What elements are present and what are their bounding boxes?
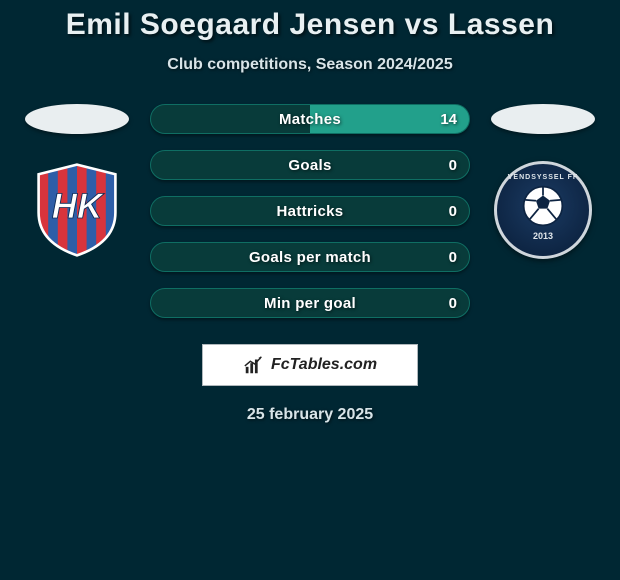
right-club-ringtext: VENDSYSSEL FF [508, 174, 578, 181]
comparison-row: HK Matches14Goals0Hattricks0Goals per ma… [0, 104, 620, 318]
stat-label: Goals [288, 157, 331, 174]
stat-value-right: 0 [449, 295, 457, 312]
stat-row: Goals 0 [150, 150, 470, 180]
left-club-monogram: HK [52, 187, 105, 226]
hobro-shield-icon: HK [31, 162, 123, 258]
stat-value-right: 0 [449, 249, 457, 266]
stat-label: Min per goal [264, 295, 356, 312]
page-subtitle: Club competitions, Season 2024/2025 [0, 56, 620, 74]
stat-value-right: 0 [449, 157, 457, 174]
soccer-ball-icon [521, 184, 565, 228]
left-club-badge: HK [27, 162, 127, 258]
right-club-year: 2013 [533, 231, 553, 241]
stat-label: Goals per match [249, 249, 371, 266]
stat-row: Min per goal 0 [150, 288, 470, 318]
stat-row: Goals per match 0 [150, 242, 470, 272]
right-player-oval [491, 104, 595, 134]
stat-value-right: 0 [449, 203, 457, 220]
stat-row: Hattricks 0 [150, 196, 470, 226]
right-club-badge: VENDSYSSEL FF 2013 [493, 162, 593, 258]
watermark-box: FcTables.com [202, 344, 418, 386]
page-title: Emil Soegaard Jensen vs Lassen [0, 8, 620, 42]
vendsyssel-badge-icon: VENDSYSSEL FF 2013 [494, 161, 592, 259]
left-player-oval [25, 104, 129, 134]
date-text: 25 february 2025 [0, 406, 620, 424]
right-player-column: VENDSYSSEL FF 2013 [488, 104, 598, 258]
stat-value-right: 14 [440, 111, 457, 128]
stat-label: Hattricks [277, 203, 344, 220]
watermark-text: FcTables.com [271, 356, 377, 374]
left-player-column: HK [22, 104, 132, 258]
stat-label: Matches [279, 111, 341, 128]
infographic-root: Emil Soegaard Jensen vs Lassen Club comp… [0, 0, 620, 424]
barchart-icon [243, 354, 265, 376]
stats-column: Matches14Goals0Hattricks0Goals per match… [150, 104, 470, 318]
stat-row: Matches 14 [150, 104, 470, 134]
